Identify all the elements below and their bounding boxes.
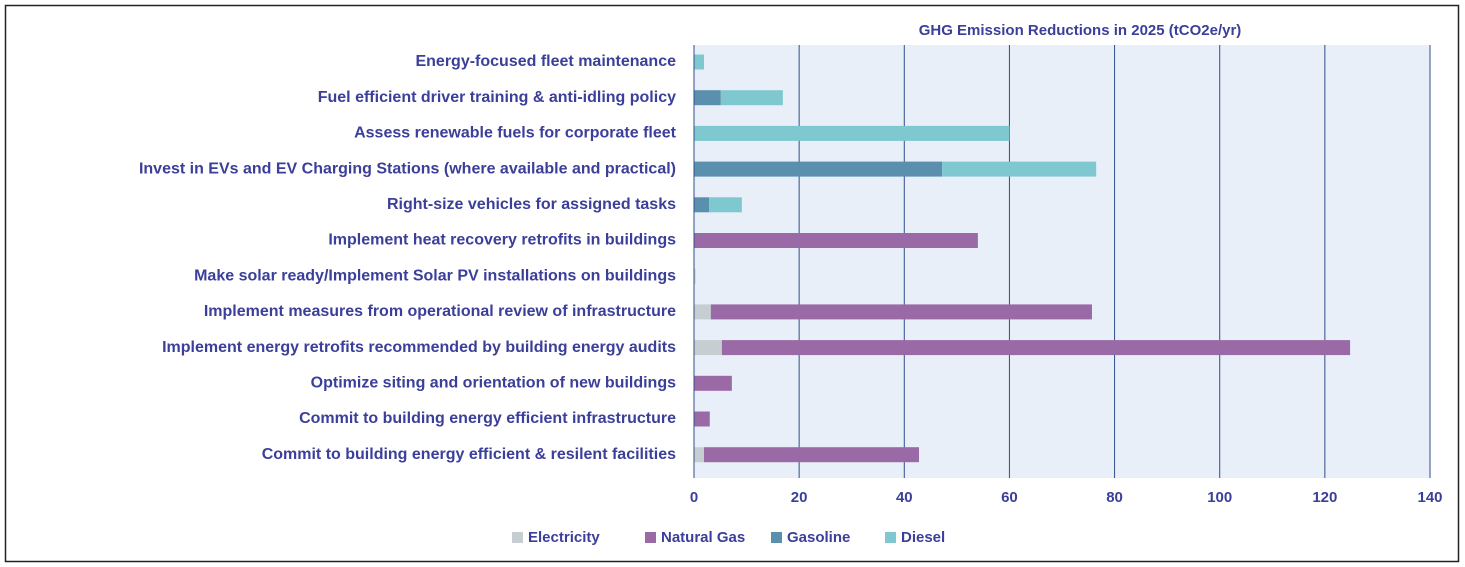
x-tick-label: 80 <box>1106 489 1123 506</box>
y-tick-label: Make solar ready/Implement Solar PV inst… <box>194 267 676 284</box>
y-tick-label: Invest in EVs and EV Charging Stations (… <box>139 160 676 177</box>
bar-segment <box>710 304 1092 320</box>
bar-segment <box>694 447 704 463</box>
chart-title: GHG Emission Reductions in 2025 (tCO2e/y… <box>919 22 1242 39</box>
bar-segment <box>694 125 1010 141</box>
bar-segment <box>703 447 920 463</box>
bar-segment <box>694 411 710 427</box>
bar-segment <box>694 340 722 356</box>
legend-swatch <box>885 532 896 543</box>
legend-swatch <box>512 532 523 543</box>
x-tick-label: 20 <box>791 489 808 506</box>
y-tick-label: Implement energy retrofits recommended b… <box>162 339 676 356</box>
bar-segment <box>720 90 783 106</box>
y-tick-label: Commit to building energy efficient infr… <box>299 410 676 427</box>
bar-segment <box>721 340 1351 356</box>
x-tick-label: 40 <box>896 489 913 506</box>
legend-swatch <box>645 532 656 543</box>
x-tick-label: 60 <box>1001 489 1018 506</box>
y-tick-label: Implement heat recovery retrofits in bui… <box>328 232 676 249</box>
x-tick-label: 120 <box>1312 489 1337 506</box>
y-tick-label: Energy-focused fleet maintenance <box>415 53 676 70</box>
x-tick-label: 140 <box>1417 489 1442 506</box>
y-tick-label: Fuel efficient driver training & anti-id… <box>318 89 676 106</box>
x-tick-label: 0 <box>690 489 698 506</box>
legend-label: Natural Gas <box>661 529 745 546</box>
bar-segment <box>694 54 704 70</box>
y-tick-label: Assess renewable fuels for corporate fle… <box>354 125 677 142</box>
bar-segment <box>694 197 710 213</box>
bar-segment <box>709 197 742 213</box>
bar-segment <box>694 161 943 177</box>
legend-label: Diesel <box>901 529 945 546</box>
bar-segment <box>694 268 696 284</box>
y-tick-label: Implement measures from operational revi… <box>204 303 676 320</box>
y-tick-label: Optimize siting and orientation of new b… <box>311 375 676 392</box>
bar-segment <box>694 90 721 106</box>
frame <box>4 4 1460 563</box>
bar-segment <box>694 304 711 320</box>
legend-label: Electricity <box>528 529 600 546</box>
y-tick-label: Right-size vehicles for assigned tasks <box>387 196 676 213</box>
legend-swatch <box>771 532 782 543</box>
bar-segment <box>942 161 1097 177</box>
bar-segment <box>694 233 978 248</box>
x-tick-label: 100 <box>1207 489 1232 506</box>
y-tick-label: Commit to building energy efficient & re… <box>262 446 676 463</box>
bar-segment <box>694 375 732 391</box>
plot-area <box>694 45 1430 478</box>
legend-label: Gasoline <box>787 529 850 546</box>
